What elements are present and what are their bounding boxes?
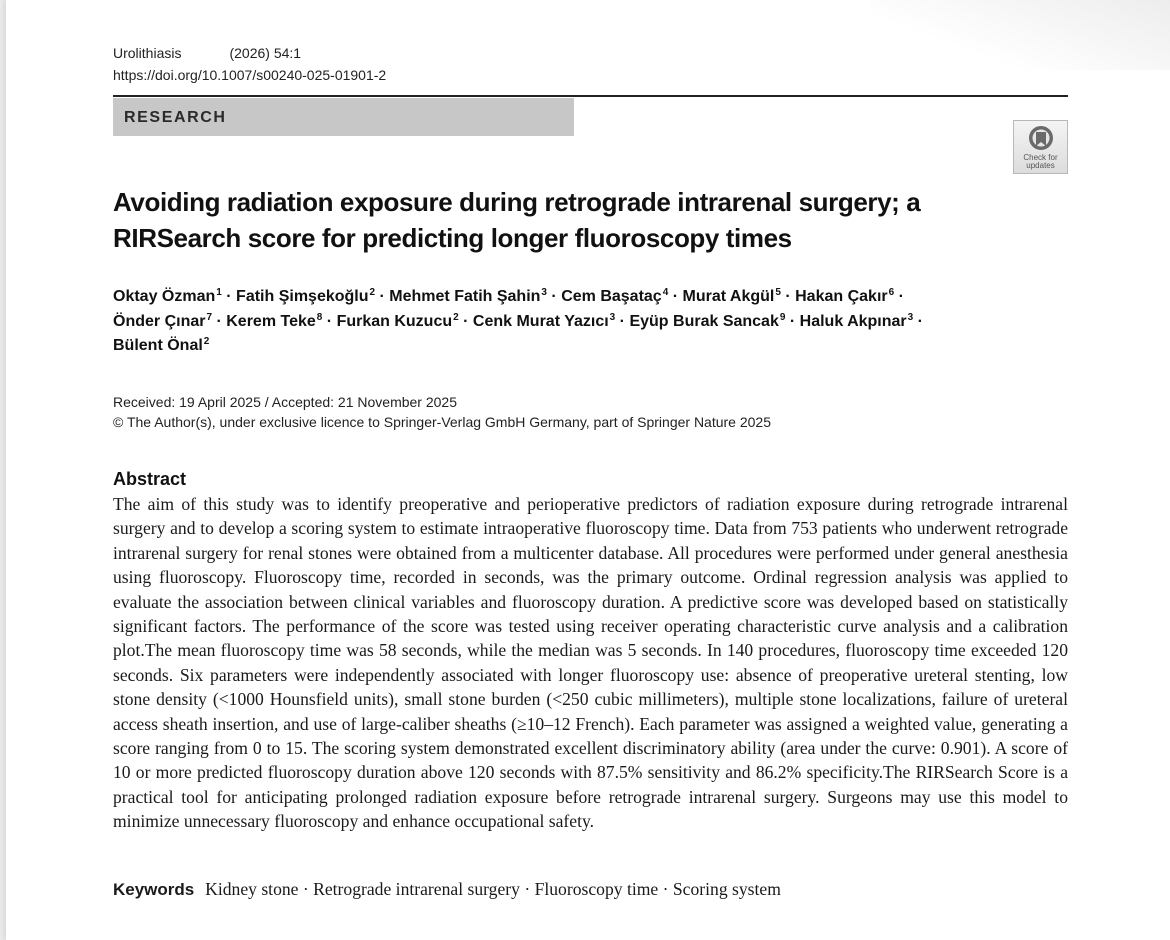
author-name[interactable]: Hakan Çakır — [795, 288, 888, 305]
author-name[interactable]: Mehmet Fatih Şahin — [389, 288, 541, 305]
page-shadow — [870, 0, 1170, 70]
doi-link[interactable]: https://doi.org/10.1007/s00240-025-01901… — [113, 67, 387, 83]
author-affiliation: 2 — [453, 311, 459, 323]
journal-volume: (2026) 54:1 — [229, 45, 302, 61]
author-name[interactable]: Önder Çınar — [113, 312, 206, 330]
article-page: Urolithiasis (2026) 54:1 https://doi.org/… — [6, 0, 1170, 940]
author-affiliation: 3 — [907, 311, 914, 323]
author-name[interactable]: Oktay Özman — [113, 288, 216, 305]
author-name[interactable]: Furkan Kuzucu — [336, 312, 453, 330]
author-name[interactable]: Murat Akgül — [682, 288, 775, 305]
author-affiliation: 2 — [203, 336, 210, 347]
author-affiliation: 5 — [775, 287, 781, 298]
copyright-notice: © The Author(s), under exclusive licence… — [113, 414, 771, 430]
author-name[interactable]: Fatih Şimşekoğlu — [236, 288, 369, 305]
author-name[interactable]: Bülent Önal — [113, 337, 203, 354]
author-affiliation: 3 — [541, 287, 547, 298]
author-name[interactable]: Kerem Teke — [226, 312, 316, 330]
journal-citation: Urolithiasis (2026) 54:1 — [113, 45, 301, 61]
abstract-heading: Abstract — [113, 469, 187, 489]
section-band: RESEARCH — [113, 98, 574, 136]
keywords-line: Keywords Kidney stone · Retrograde intra… — [113, 879, 781, 900]
author-name[interactable]: Cem Başataç — [561, 288, 662, 305]
keywords-label: Keywords — [113, 880, 195, 899]
author-list: Oktay Özman1 · Fatih Şimşekoğlu2 · Mehme… — [113, 287, 923, 355]
author-affiliation: 4 — [662, 287, 669, 298]
check-for-updates-label: Check for updates — [1023, 153, 1058, 170]
journal-name: Urolithiasis — [113, 45, 182, 61]
author-name[interactable]: Haluk Akpınar — [799, 312, 907, 330]
author-name[interactable]: Cenk Murat Yazıcı — [472, 312, 609, 330]
author-affiliation: 9 — [779, 311, 786, 323]
check-for-updates-badge[interactable]: Check for updates — [1013, 120, 1068, 174]
author-affiliation: 3 — [609, 311, 616, 323]
received-accepted-dates: Received: 19 April 2025 / Accepted: 21 N… — [113, 394, 457, 410]
author-affiliation: 6 — [888, 287, 895, 298]
article-title: Avoiding radiation exposure during retro… — [113, 187, 921, 253]
keywords-list: Kidney stone · Retrograde intrarenal sur… — [205, 879, 781, 899]
abstract-text: The aim of this study was to identify pr… — [113, 494, 1068, 832]
section-label: RESEARCH — [124, 109, 227, 126]
author-affiliation: 8 — [316, 311, 323, 323]
header-rule — [113, 95, 1068, 97]
author-name[interactable]: Eyüp Burak Sancak — [629, 312, 779, 330]
check-for-updates-icon — [1029, 126, 1053, 150]
author-affiliation: 2 — [369, 287, 376, 298]
author-affiliation: 1 — [216, 287, 222, 298]
author-affiliation: 7 — [206, 311, 213, 323]
